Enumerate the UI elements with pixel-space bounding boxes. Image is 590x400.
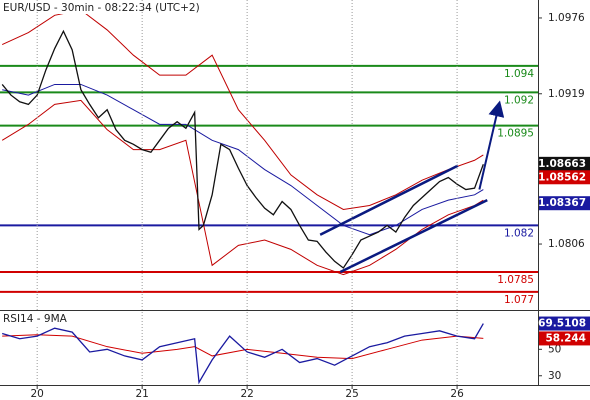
value-label-box [539, 331, 590, 346]
level-label: 1.077 [504, 294, 534, 306]
level-label: 1.0785 [497, 274, 534, 286]
y-tick-label: 1.0976 [548, 12, 585, 24]
x-tick-label: 21 [135, 388, 148, 400]
series-line [1, 29, 484, 269]
series-line [1, 323, 484, 385]
y-tick-label: 50 [548, 343, 561, 355]
level-label: 1.094 [504, 68, 534, 80]
title-bg [0, 1, 190, 14]
chart-title: EUR/USD - 30min - 08:22:34 (UTC+2) [3, 2, 200, 14]
price-label: 1.08562 [538, 171, 586, 183]
x-tick-label: 25 [345, 388, 358, 400]
value-label-box [539, 316, 590, 331]
price-label-box [539, 170, 590, 185]
title-bg [0, 312, 68, 325]
price-label-box [539, 196, 590, 211]
chart-title: RSI14 - 9MA [3, 313, 68, 325]
arrow [478, 100, 505, 190]
trend-line [339, 199, 488, 274]
value-label: 69.5108 [538, 318, 586, 330]
level-label: 1.0895 [497, 128, 534, 140]
series-line [1, 99, 484, 276]
value-label: 58.244 [545, 332, 586, 344]
x-tick-label: 22 [240, 388, 253, 400]
x-tick-label: 20 [30, 388, 43, 400]
x-tick-label: 26 [450, 388, 464, 400]
series-line [2, 83, 484, 236]
y-tick-label: 1.0919 [548, 88, 585, 100]
y-tick-label: 30 [548, 370, 561, 382]
y-tick-label: 1.0806 [548, 238, 585, 250]
price-label: 1.08367 [538, 197, 586, 209]
level-label: 1.082 [504, 227, 534, 239]
price-label-box [539, 156, 590, 171]
series-line [2, 334, 484, 360]
level-label: 1.092 [504, 94, 534, 106]
price-label: 1.08663 [538, 158, 586, 170]
trend-line [319, 164, 459, 236]
